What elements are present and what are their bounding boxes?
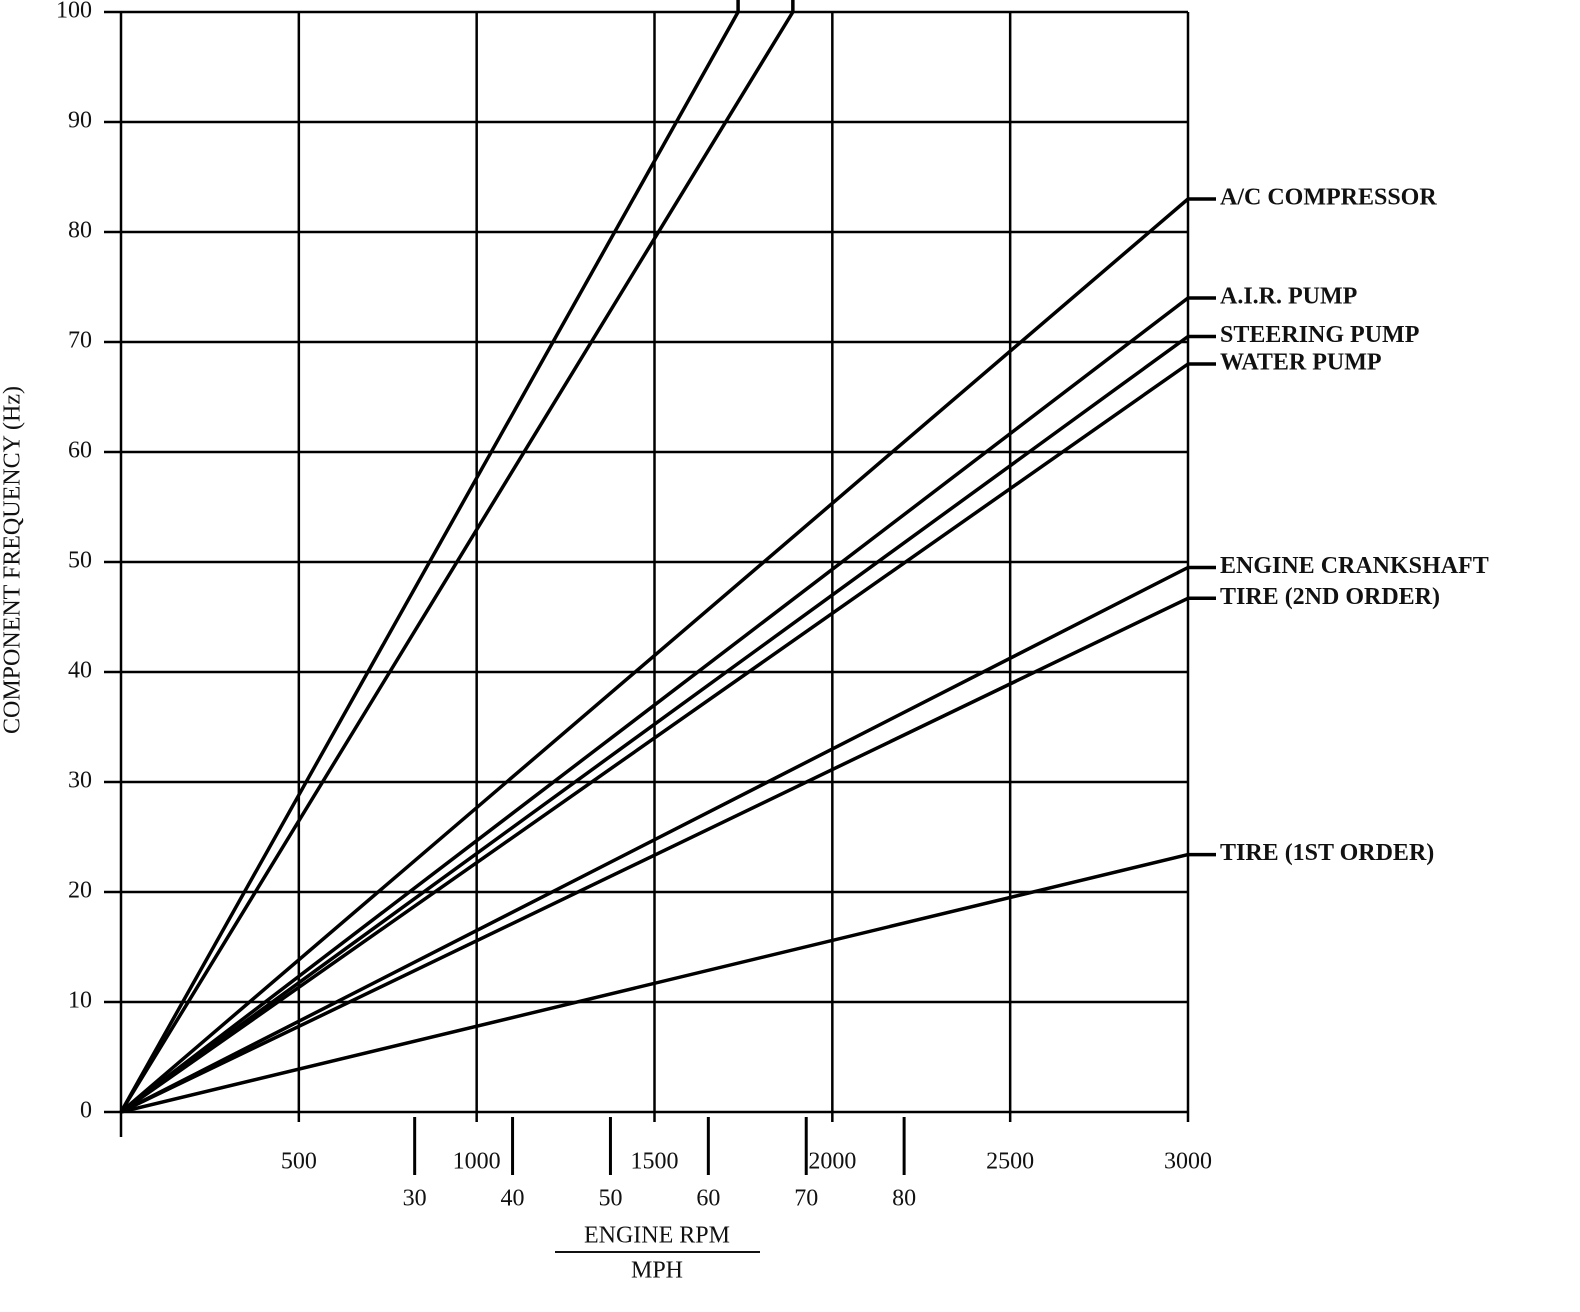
x2-tick-label: 70 xyxy=(794,1186,818,1212)
y-tick-label: 70 xyxy=(68,328,92,354)
series-label: A.I.R. PUMP xyxy=(1220,284,1357,310)
x2-tick-label: 60 xyxy=(696,1186,720,1212)
x-tick-label: 2000 xyxy=(808,1149,856,1175)
x-tick-label: 3000 xyxy=(1164,1149,1212,1175)
x-tick-label: 2500 xyxy=(986,1149,1034,1175)
y-tick-label: 20 xyxy=(68,878,92,904)
x2-axis-title: MPH xyxy=(631,1258,683,1284)
series-line xyxy=(120,852,1189,1114)
series-line xyxy=(120,565,1189,1114)
x2-tick-label: 30 xyxy=(403,1186,427,1212)
series-label: WATER PUMP xyxy=(1220,350,1382,376)
y-tick-label: 40 xyxy=(68,658,92,684)
x2-tick-label: 50 xyxy=(598,1186,622,1212)
x2-tick-label: 40 xyxy=(501,1186,525,1212)
series-line xyxy=(119,296,1190,1114)
y-tick-label: 90 xyxy=(68,108,92,134)
series-line xyxy=(119,11,795,1113)
series-line xyxy=(120,596,1189,1114)
y-tick-label: 60 xyxy=(68,438,92,464)
y-tick-label: 0 xyxy=(80,1098,92,1124)
series-label: ENGINE CRANKSHAFT xyxy=(1220,553,1489,579)
series-line xyxy=(119,197,1190,1114)
y-tick-label: 50 xyxy=(68,548,92,574)
x2-tick-label: 80 xyxy=(892,1186,916,1212)
x-axis-title: ENGINE RPM xyxy=(584,1223,730,1249)
series-label: A/C COMPRESSOR xyxy=(1220,185,1437,211)
series-label: STEERING PUMP xyxy=(1220,322,1419,348)
y-tick-label: 100 xyxy=(56,0,92,24)
x-tick-label: 1000 xyxy=(453,1149,501,1175)
series-line xyxy=(119,362,1190,1114)
y-tick-label: 10 xyxy=(68,988,92,1014)
series-line xyxy=(119,11,740,1113)
series-line xyxy=(119,335,1190,1114)
x-tick-label: 1500 xyxy=(631,1149,679,1175)
y-tick-label: 30 xyxy=(68,768,92,794)
series-label: TIRE (2ND ORDER) xyxy=(1220,584,1440,610)
series-label: TIRE (1ST ORDER) xyxy=(1220,840,1434,866)
x-tick-label: 500 xyxy=(281,1149,317,1175)
y-axis-title: COMPONENT FREQUENCY (Hz) xyxy=(0,386,26,734)
y-tick-label: 80 xyxy=(68,218,92,244)
